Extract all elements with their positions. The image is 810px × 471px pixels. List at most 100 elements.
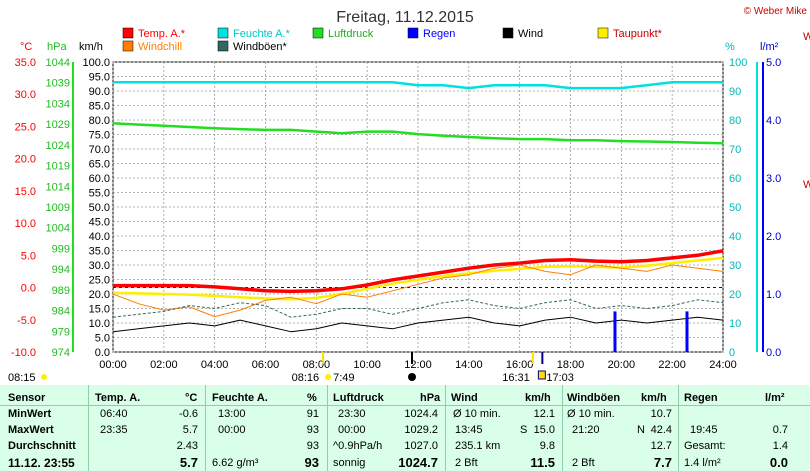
now-temp-value: 5.7 (179, 455, 198, 470)
kmh-axis-unit: km/h (79, 41, 103, 53)
axis-labels: 100.095.090.085.080.075.070.065.060.055.… (11, 41, 781, 371)
temp-tick-label: 30.0 (15, 89, 36, 101)
min-gust-value: 10.7 (650, 408, 672, 420)
header-rain-unit: l/m² (765, 392, 785, 404)
temp-tick-label: 0.0 (21, 283, 36, 295)
kmh-tick-label: 100.0 (82, 57, 110, 69)
sunset-label: 16:31 (502, 372, 530, 384)
now-rain-total: 1.4 l/m² (684, 457, 721, 469)
header-temp: Temp. A. (95, 392, 141, 404)
pressure-tick-label: 979 (52, 326, 70, 338)
humidity-tick-label: 10 (729, 318, 741, 330)
moonrise-icon (537, 370, 546, 380)
header-sensor: Sensor (8, 392, 46, 404)
legend-swatch (502, 27, 514, 39)
kmh-tick-label: 80.0 (89, 115, 110, 127)
avg-wind-distance: 235.1 km (455, 440, 501, 452)
series-line (113, 81, 723, 90)
kmh-tick-label: 55.0 (89, 188, 110, 200)
chart-title: Freitag, 11.12.2015 (336, 9, 474, 26)
now-wind-bft: 2 Bft (455, 457, 478, 469)
kmh-tick-label: 25.0 (89, 275, 110, 287)
kmh-tick-label: 35.0 (89, 246, 110, 258)
max-press-value: 1029.2 (404, 424, 438, 436)
grid (112, 61, 724, 353)
max-hum-time: 00:00 (218, 424, 246, 436)
header-pressure-unit: hPa (420, 392, 441, 404)
legend-label: Taupunkt* (613, 28, 663, 40)
sun-row: 08:15 08:16 7:49 16:31 17:03 (8, 352, 574, 384)
legend-swatch (407, 27, 419, 39)
time-tick-label: 04:00 (201, 359, 229, 371)
legend-label: Feuchte A.* (233, 28, 291, 40)
header-humidity-unit: % (307, 392, 317, 404)
header-pressure: Luftdruck (333, 392, 384, 404)
humidity-tick-label: 50 (729, 202, 741, 214)
series-line (112, 264, 724, 318)
pressure-tick-label: 974 (52, 347, 70, 359)
min-press-time: 23:30 (338, 408, 366, 420)
weather-chart: Freitag, 11.12.2015 © Weber Mike W W Tem… (8, 6, 810, 384)
header-rain: Regen (684, 392, 718, 404)
pressure-axis-unit: hPa (47, 41, 67, 53)
min-wind-value: 12.1 (533, 408, 555, 420)
row-max-label: MaxWert (8, 424, 54, 436)
now-rain-value: 0.0 (769, 455, 788, 470)
edge-mark-2: W (803, 179, 810, 191)
humidity-tick-label: 40 (729, 231, 741, 243)
pressure-tick-label: 1039 (46, 78, 70, 90)
pressure-tick-label: 1014 (46, 181, 70, 193)
pressure-tick-label: 1029 (46, 119, 70, 131)
max-temp-time: 23:35 (100, 424, 128, 436)
legend-swatch (122, 27, 134, 39)
temp-tick-label: 10.0 (15, 218, 36, 230)
avg-rain-label: Gesamt: (684, 440, 726, 452)
min-temp-time: 06:40 (100, 408, 128, 420)
kmh-tick-label: 15.0 (89, 304, 110, 316)
time-tick-label: 14:00 (455, 359, 483, 371)
statistics-table: Sensor Temp. A. °C Feuchte A. % Luftdruc… (0, 385, 810, 471)
series-line (112, 299, 724, 318)
max-wind-time: 13:45 (455, 424, 483, 436)
kmh-tick-label: 70.0 (89, 144, 110, 156)
humidity-tick-label: 30 (729, 260, 741, 272)
rain-tick-label: 0.0 (766, 347, 781, 359)
copyright-text: © Weber Mike (744, 6, 808, 17)
avg-wind-value: 9.8 (539, 440, 555, 452)
kmh-tick-label: 5.0 (95, 333, 110, 345)
rain-tick-label: 3.0 (766, 173, 781, 185)
avg-temp-value: 2.43 (176, 440, 198, 452)
rain-tick-label: 4.0 (766, 115, 781, 127)
legend-label: Windchill (138, 41, 182, 53)
time-tick-label: 20:00 (608, 359, 636, 371)
temp-tick-label: -10.0 (11, 347, 36, 359)
pressure-tick-label: 999 (52, 243, 70, 255)
humidity-axis-unit: % (725, 41, 735, 53)
temp-tick-label: 25.0 (15, 121, 36, 133)
max-hum-value: 93 (306, 424, 319, 436)
time-tick-label: 00:00 (99, 359, 127, 371)
pressure-tick-label: 994 (52, 264, 70, 276)
max-gust-value: 42.4 (650, 424, 672, 436)
legend-label: Luftdruck (328, 28, 374, 40)
rain-bar (685, 311, 689, 352)
now-wind-value: 11.5 (530, 455, 555, 470)
temp-axis-unit: °C (20, 41, 32, 53)
kmh-tick-label: 30.0 (89, 260, 110, 272)
max-wind-direction: S (520, 424, 528, 436)
header-humidity: Feuchte A. (212, 392, 268, 404)
min-gust-label: Ø 10 min. (567, 408, 615, 420)
legend-swatch (312, 27, 324, 39)
min-temp-value: -0.6 (179, 408, 198, 420)
temp-tick-label: 35.0 (15, 57, 36, 69)
time-tick-label: 24:00 (709, 359, 737, 371)
sun-icon (325, 374, 332, 380)
kmh-tick-label: 45.0 (89, 217, 110, 229)
min-hum-value: 91 (306, 408, 319, 420)
sun-icon (41, 374, 47, 380)
pressure-tick-label: 1009 (46, 202, 70, 214)
moon-icon (408, 373, 416, 381)
moonrise-label: 17:03 (546, 372, 574, 384)
header-gust: Windböen (567, 392, 621, 404)
time-tick-label: 18:00 (557, 359, 585, 371)
